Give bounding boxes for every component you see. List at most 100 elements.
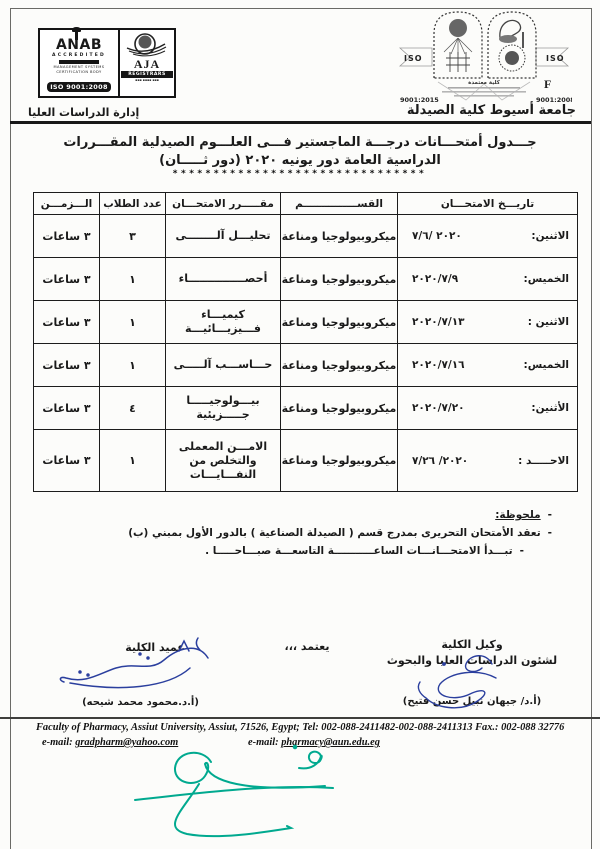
email-link-gradpharm[interactable]: gradpharm@yahoo.com (75, 737, 179, 748)
duration-cell: ٣ ساعات (33, 214, 100, 258)
vice-dean-name: (أ.د/ جيهان نبيل حسن فتيح) (402, 696, 542, 707)
anab-text: ANAB (55, 37, 103, 53)
note-heading: - ملحوظة: (128, 506, 552, 524)
header-duration: الـــزمـــن (33, 192, 100, 215)
fine-print-line-3 (454, 95, 514, 97)
footer-address: Faculty of Pharmacy, Assiut University, … (36, 722, 565, 733)
registrars-subtext: ▪▪▪ ▪▪▪▪ ▪▪▪ (135, 78, 159, 82)
header-rule (10, 121, 591, 124)
duration-cell: ٣ ساعات (33, 386, 100, 430)
table-row: الاثنين: ٢٠٢٠ /٧/٦ ميكروبيولوجيا ومناعة ت… (33, 214, 578, 258)
fine-print-line-1 (448, 87, 520, 89)
day-name: الخميس: (523, 273, 569, 285)
ribbon-left (398, 47, 433, 67)
table-row: الاحـــــد : ٢٠٢٠/ ٧/٢٦ ميكروبيولوجيا ومن… (33, 429, 578, 492)
duration-cell: ٣ ساعات (33, 343, 100, 387)
day-name: الاثنين : (527, 316, 569, 328)
table-header-row: تاريـــخ الامتحـــان القســـــــــــــــ… (33, 192, 578, 215)
exam-date-cell: الاثنين : ٢٠٢٠/٧/١٣ (397, 300, 578, 344)
vice-dean-title-block: وكيل الكلية لشئون الدراسات العليا والبحو… (382, 637, 562, 669)
table-row: الأثنين: ٢٠٢٠/٧/٢٠ ميكروبيولوجيا ومناعة ب… (33, 386, 578, 430)
duration-cell: ٣ ساعات (33, 429, 100, 492)
globe-icon (126, 33, 167, 57)
right-arch (487, 11, 537, 79)
header-exam-date: تاريـــخ الامتحـــان (397, 192, 578, 215)
anab-subtext-1: MANAGEMENT SYSTEMS (53, 65, 105, 69)
accredited-label: ACCREDITED (52, 53, 106, 58)
exam-schedule-table: تاريـــخ الامتحـــان القســـــــــــــــ… (33, 192, 578, 492)
note-text: تعقد الأمتحان التحريرى بمدرج قسم ( الصيد… (128, 527, 541, 539)
seal-circle (498, 44, 526, 72)
note-item: - تعقد الأمتحان التحريرى بمدرج قسم ( الص… (128, 524, 552, 542)
students-cell: ٣ (99, 214, 166, 258)
table-row: الاثنين :٢٠٢٠/٧/١٣ ميكروبيولوجيا ومناعة … (33, 300, 578, 344)
email-label: e-mail: (42, 737, 76, 748)
email-link-pharmacy[interactable]: pharmacy@aun.edu.eg (281, 737, 380, 748)
department-cell: ميكروبيولوجيا ومناعة (280, 300, 398, 344)
title-separator-stars: ******************************* (172, 169, 428, 179)
students-cell: ٤ (99, 386, 166, 430)
notes-section: - ملحوظة: - تعقد الأمتحان التحريرى بمدرج… (128, 506, 552, 560)
left-arch (433, 11, 483, 79)
f-mark: F (544, 77, 551, 91)
course-cell: كيميـــاء فـــيزيـــائيـــة (165, 300, 281, 344)
accredited-college-label: كلية معتمدة (468, 79, 501, 86)
cert-9001-2008: 9001:2008 (536, 96, 572, 104)
table-row: الخميس: ٢٠٢٠/٧/٩ ميكروبيولوجيا ومناعة أحص… (33, 257, 578, 301)
certification-logos: ANAB ACCREDITED MANAGEMENT SYSTEMS CERTI… (38, 27, 176, 98)
aja-wordmark: AJA (133, 57, 161, 71)
ink-signatures (59, 637, 497, 709)
dash-bullet: - (519, 545, 524, 557)
duration-cell: ٣ ساعات (33, 257, 100, 301)
ribbon-right (535, 47, 570, 67)
students-cell: ١ (99, 300, 166, 344)
course-cell: بيـــولوجيـــــا جـــــزيئية (165, 386, 281, 430)
date-value: ٢٠٢٠/٧/٩ (412, 273, 459, 285)
fine-print-line-2 (442, 91, 526, 93)
anab-wordmark: ANAB (42, 27, 116, 53)
note-text: تبـــدأ الامتحـــانـــات الساعــــــــــ… (205, 545, 513, 557)
email-label: e-mail: (248, 737, 282, 748)
department-cell: ميكروبيولوجيا ومناعة (280, 257, 398, 301)
exam-date-cell: الخميس: ٢٠٢٠/٧/١٦ (397, 343, 578, 387)
vice-dean-title-2: لشئون الدراسات العليا والبحوث (386, 654, 558, 667)
iso-left-label: ISO (404, 54, 423, 63)
day-name: الأثنين: (531, 402, 569, 414)
green-signature (134, 744, 334, 838)
approval-label: يعتمد ،،، (284, 640, 330, 653)
minaret (522, 32, 524, 48)
department-cell: ميكروبيولوجيا ومناعة (280, 343, 398, 387)
department-cell: ميكروبيولوجيا ومناعة (280, 386, 398, 430)
aja-logo: AJA REGISTRARS ▪▪▪ ▪▪▪▪ ▪▪▪ (120, 28, 176, 98)
department-cell: ميكروبيولوجيا ومناعة (280, 214, 398, 258)
cert-9001-2015: 9001:2015 (400, 96, 439, 104)
note-item: - تبـــدأ الامتحـــانـــات الساعــــــــ… (128, 542, 552, 560)
dean-title: عميد الكلية (125, 641, 185, 654)
department-cell: ميكروبيولوجيا ومناعة (280, 429, 398, 492)
dean-name: (أ.د.محمود محمد شيحه) (82, 697, 199, 708)
sun-rays (443, 37, 473, 55)
header-students-count: عدد الطلاب (99, 192, 166, 215)
header-department: القســـــــــــــــم (280, 192, 398, 215)
faculty-emblem: ISO ISO كلية معتمدة 9001:2015 9001:2008 … (396, 8, 572, 106)
sun-icon (449, 19, 467, 37)
iso-right-label: ISO (546, 54, 565, 63)
course-cell: الامـــن المعملى والتخلص من النفـــايـــ… (165, 429, 281, 492)
note-title: ملحوظة: (495, 509, 541, 521)
anab-logo: ANAB ACCREDITED MANAGEMENT SYSTEMS CERTI… (38, 27, 120, 98)
students-cell: ١ (99, 257, 166, 301)
faculty-header: جامعة أسيوط كلية الصيدلة (406, 103, 576, 118)
students-cell: ١ (99, 343, 166, 387)
seal-center (505, 51, 519, 65)
graduate-admin-header: إدارة الدراسات العليا (28, 106, 140, 119)
day-name: الخميس: (523, 359, 569, 371)
university-lattice (446, 52, 470, 72)
schedule-title-line1: جـــدول أمتحـــانات درجـــة الماجستير فـ… (63, 135, 537, 150)
duration-cell: ٣ ساعات (33, 300, 100, 344)
exam-date-cell: الخميس: ٢٠٢٠/٧/٩ (397, 257, 578, 301)
course-cell: أحصـــــــــــــــاء (165, 257, 281, 301)
footer-emails: e-mail: gradpharm@yahoo.com e-mail: phar… (42, 737, 380, 748)
vice-dean-title-1: وكيل الكلية (441, 638, 503, 651)
registrars-bar: REGISTRARS (121, 71, 173, 78)
